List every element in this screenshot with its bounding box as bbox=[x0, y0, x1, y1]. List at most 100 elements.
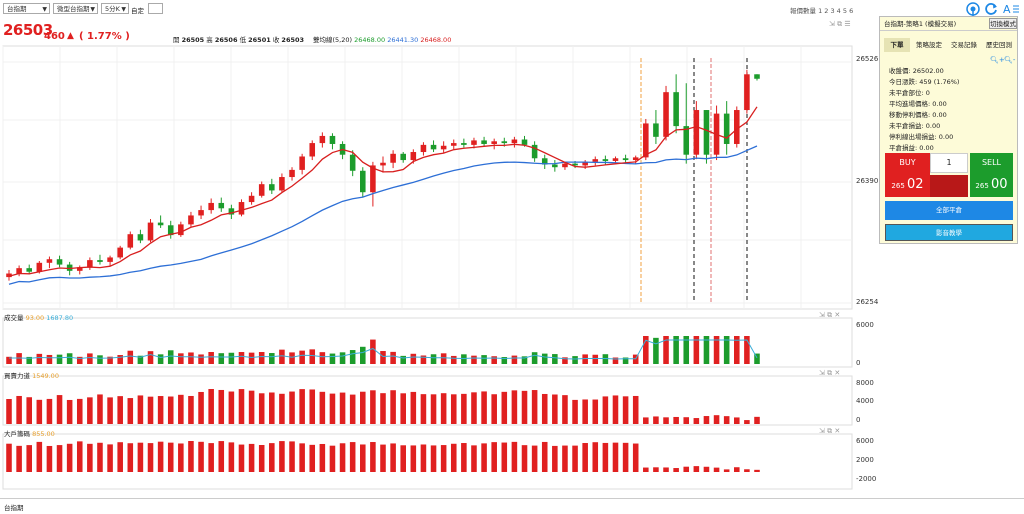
candle-body bbox=[16, 268, 22, 274]
refresh-icon[interactable] bbox=[984, 2, 998, 16]
force-bar bbox=[137, 395, 144, 424]
sell-price-prefix: 265 bbox=[975, 182, 989, 190]
quantity-input[interactable]: 1 bbox=[930, 153, 968, 173]
volume-bar bbox=[46, 354, 53, 364]
price-change-pct: ( 1.77% ) bbox=[79, 31, 130, 42]
candle-body bbox=[76, 267, 83, 271]
volume-bar bbox=[107, 356, 113, 364]
volume-bar bbox=[521, 356, 528, 364]
force-bar bbox=[471, 392, 477, 424]
volume-bar bbox=[582, 354, 588, 364]
price-axis-tick-mid: 26390 bbox=[856, 177, 879, 185]
candle-body bbox=[218, 202, 225, 209]
candle-body bbox=[501, 141, 508, 144]
force-bar bbox=[703, 416, 710, 424]
force-bar bbox=[552, 394, 558, 424]
font-size-icon[interactable]: A bbox=[1003, 2, 1019, 16]
tab-order[interactable]: 下單 bbox=[884, 38, 910, 52]
candle-body bbox=[107, 257, 113, 262]
candle-body bbox=[228, 208, 235, 215]
volume-bar bbox=[531, 352, 538, 364]
big-player-bar bbox=[754, 469, 760, 472]
footer-tab[interactable]: 台指期 bbox=[4, 504, 24, 512]
candle-body bbox=[36, 262, 43, 272]
volume-bar bbox=[400, 355, 406, 364]
candle-body bbox=[390, 153, 396, 163]
force-bar bbox=[117, 396, 123, 424]
interval-select[interactable]: 5分K ▼ bbox=[101, 3, 129, 14]
candle-body bbox=[6, 273, 12, 278]
big-player-bar bbox=[430, 445, 437, 472]
info-day-change: 今日漲跌: 459 (1.76%) bbox=[889, 78, 960, 86]
tab-backtest[interactable]: 歷史回測 bbox=[986, 41, 1012, 49]
close-all-button[interactable]: 全部平倉 bbox=[885, 201, 1013, 220]
candle-body bbox=[521, 139, 528, 145]
force-bar bbox=[339, 392, 346, 424]
force-bar bbox=[36, 399, 43, 424]
force-bar bbox=[541, 393, 548, 424]
volume-bar bbox=[693, 336, 700, 364]
volume-bar bbox=[663, 336, 669, 364]
big-player-bar bbox=[46, 445, 53, 472]
symbol-select[interactable]: 台指期 ▼ bbox=[3, 3, 50, 14]
big-player-pane-controls[interactable]: ⇲ ⧉ ✕ bbox=[819, 427, 841, 435]
big-player-bar bbox=[572, 445, 578, 472]
big-axis-tick-low: -2000 bbox=[856, 475, 877, 483]
big-player-bar bbox=[178, 443, 184, 472]
candle-body bbox=[56, 259, 63, 265]
volume-bar bbox=[622, 357, 629, 364]
big-player-bar bbox=[612, 442, 619, 472]
big-player-bar bbox=[248, 443, 255, 472]
quote-count-label: 報價數量 1 2 3 4 5 6 bbox=[790, 7, 854, 15]
custom-interval-input[interactable] bbox=[148, 3, 163, 14]
volume-value-1: 93.00 bbox=[25, 314, 45, 322]
switch-mode-button[interactable]: 切換模式 bbox=[989, 18, 1017, 29]
force-bar bbox=[461, 393, 467, 424]
big-player-bar bbox=[279, 441, 285, 472]
big-player-bar bbox=[127, 443, 134, 472]
big-player-bar bbox=[450, 443, 457, 472]
force-bar bbox=[410, 391, 417, 424]
volume-bar bbox=[188, 352, 194, 364]
sell-button[interactable]: SELL 265 00 bbox=[970, 153, 1013, 197]
volume-bar bbox=[461, 354, 467, 364]
zoom-in-icon[interactable]: 🔍︎+ bbox=[990, 56, 1005, 64]
buy-button[interactable]: BUY 265 02 bbox=[885, 153, 930, 197]
candle-body bbox=[329, 135, 336, 144]
force-axis-tick-zero: 0 bbox=[856, 416, 861, 424]
volume-bar bbox=[238, 352, 245, 364]
candle-body bbox=[380, 162, 386, 166]
volume-bar bbox=[511, 355, 518, 364]
zoom-out-icon[interactable]: 🔍︎- bbox=[1004, 56, 1016, 64]
force-pane-controls[interactable]: ⇲ ⧉ ✕ bbox=[819, 369, 841, 377]
big-player-bar bbox=[360, 444, 366, 472]
signal-icon[interactable] bbox=[966, 2, 980, 16]
main-chart-controls[interactable]: ⇲ ⧉ ☰ bbox=[829, 20, 851, 28]
chevron-down-icon: ▼ bbox=[90, 6, 95, 13]
big-player-bar bbox=[410, 445, 417, 472]
info-avg-entry: 平均進場價格: 0.00 bbox=[889, 100, 947, 108]
force-bar bbox=[279, 393, 285, 424]
force-bar bbox=[501, 391, 508, 424]
candle-body bbox=[491, 141, 497, 144]
force-bar bbox=[178, 394, 184, 424]
buy-price-prefix: 265 bbox=[891, 182, 905, 190]
video-tutorial-button[interactable]: 影音教學 bbox=[885, 224, 1013, 241]
big-player-bar bbox=[238, 444, 245, 472]
force-bar bbox=[531, 390, 538, 424]
volume-pane-controls[interactable]: ⇲ ⧉ ✕ bbox=[819, 311, 841, 319]
big-player-bar bbox=[400, 445, 406, 472]
candle-body bbox=[370, 165, 376, 193]
price-chart[interactable] bbox=[0, 0, 878, 490]
chevron-down-icon: ▼ bbox=[121, 6, 126, 13]
force-bar bbox=[319, 391, 326, 424]
volume-bar bbox=[562, 357, 568, 364]
tab-trade-log[interactable]: 交易記錄 bbox=[951, 41, 977, 49]
big-player-bar bbox=[16, 445, 22, 472]
force-bar bbox=[450, 394, 457, 424]
force-bar bbox=[521, 390, 528, 424]
tab-strategy-settings[interactable]: 策略設定 bbox=[916, 41, 942, 49]
product-select[interactable]: 微型台指期 ▼ bbox=[53, 3, 98, 14]
force-bar bbox=[56, 395, 63, 424]
big-player-bar bbox=[683, 466, 690, 472]
